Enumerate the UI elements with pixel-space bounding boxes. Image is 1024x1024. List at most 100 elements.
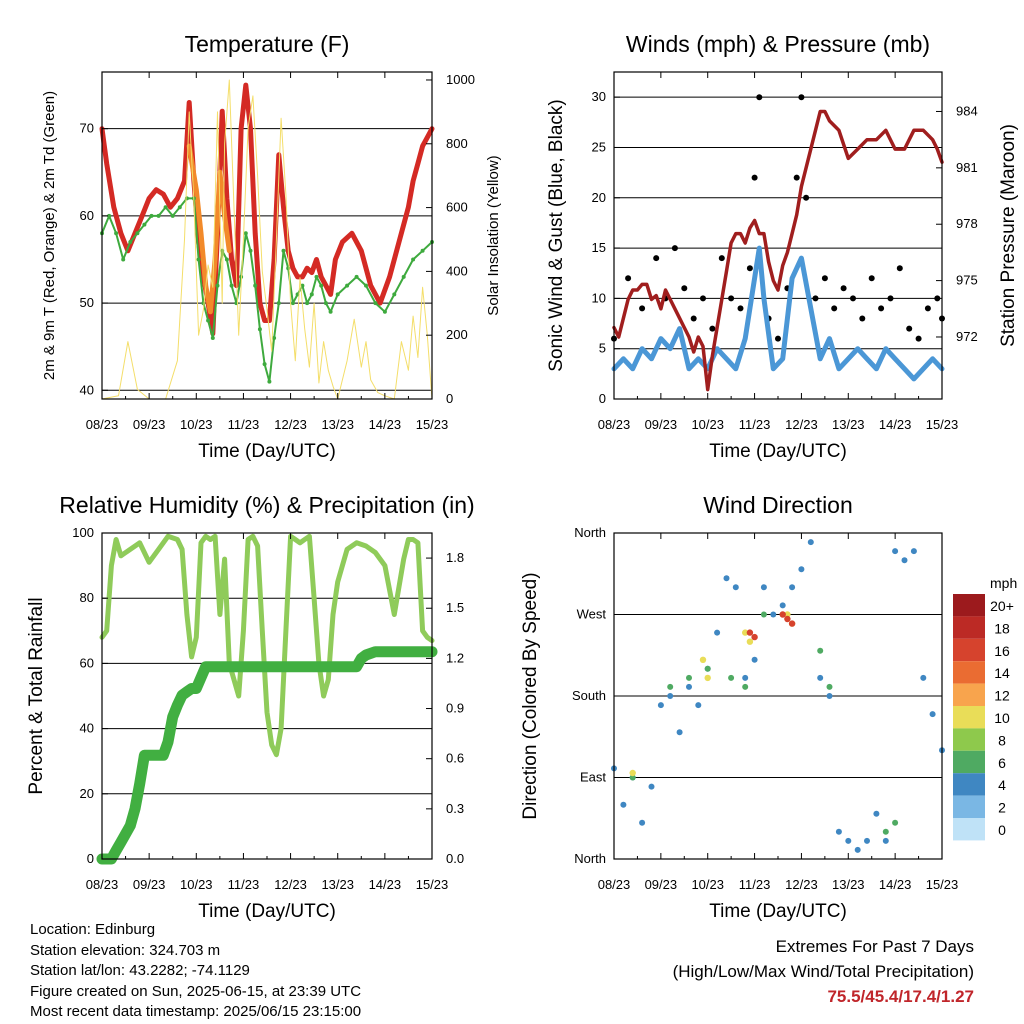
extremes-title: Extremes For Past 7 Days <box>775 937 974 956</box>
data-point <box>864 837 870 844</box>
chart-title: Relative Humidity (%) & Precipitation (i… <box>59 492 474 518</box>
data-point <box>690 315 697 322</box>
data-point <box>401 274 406 279</box>
y2-tick-label: 1.2 <box>446 650 464 665</box>
x-tick-label: 15/23 <box>926 877 959 892</box>
data-point <box>392 292 397 297</box>
x-tick-label: 11/23 <box>739 417 771 432</box>
series-group <box>96 533 438 865</box>
data-point <box>784 615 791 623</box>
gridlines <box>614 614 942 778</box>
data-point <box>328 309 333 314</box>
data-point <box>784 611 791 618</box>
data-point <box>676 729 683 736</box>
y-ticks: 0 20 40 60 80 100 <box>72 525 108 866</box>
y-tick-label: East <box>580 770 606 785</box>
data-point <box>163 205 168 210</box>
data-point <box>788 620 796 627</box>
data-point <box>215 283 220 288</box>
x-axis-label: Time (Day/UTC) <box>198 901 336 922</box>
data-point <box>206 318 211 323</box>
legend-swatch <box>953 594 985 617</box>
data-point <box>648 783 655 790</box>
series-group <box>611 94 945 392</box>
data-point <box>201 301 206 306</box>
legend-label: 4 <box>998 777 1006 793</box>
series-group <box>611 539 945 853</box>
y-tick-label: 10 <box>592 290 606 305</box>
y-ticks: North East South West North <box>572 525 620 866</box>
legend-label: 20+ <box>990 598 1014 614</box>
data-point <box>142 222 147 227</box>
data-point <box>882 828 889 835</box>
x-tick-label: 10/23 <box>691 417 724 432</box>
data-point <box>653 255 660 262</box>
y2-ticks: 0.0 0.3 0.6 0.9 1.2 1.5 1.8 <box>426 550 464 866</box>
speed-legend: mph 20+ 18 16 14 12 10 8 6 4 2 0 <box>953 575 1017 841</box>
y-axis-label: Percent & Total Rainfall <box>26 597 47 794</box>
station-info: Location: Edinburg Station elevation: 32… <box>30 920 361 1023</box>
data-point <box>831 305 838 312</box>
x-tick-label: 12/23 <box>785 417 818 432</box>
data-point <box>742 674 749 681</box>
data-point <box>929 711 936 718</box>
data-point <box>826 683 833 690</box>
data-point <box>770 611 777 618</box>
data-point <box>686 674 692 681</box>
data-point <box>873 810 880 817</box>
data-point <box>267 379 272 384</box>
legend-swatch <box>953 706 985 729</box>
data-point <box>779 611 786 618</box>
data-point <box>667 693 674 699</box>
y2-tick-label: 1.8 <box>446 550 464 565</box>
y-tick-label: 70 <box>80 121 94 136</box>
data-point <box>639 819 646 826</box>
data-point <box>718 255 725 262</box>
data-point <box>700 295 706 302</box>
data-point <box>746 638 754 645</box>
legend-label: 6 <box>998 755 1006 771</box>
legend-swatch <box>953 750 985 774</box>
y-tick-label: 40 <box>80 721 94 736</box>
data-point <box>420 248 425 253</box>
data-point <box>681 285 688 292</box>
data-point <box>248 248 253 253</box>
y2-tick-label: 1000 <box>446 72 475 87</box>
legend-swatch <box>953 683 985 706</box>
data-point <box>751 633 758 641</box>
legend-swatch <box>953 818 985 841</box>
data-point <box>742 683 749 690</box>
y-tick-label: 60 <box>80 208 94 223</box>
series-line <box>101 79 433 400</box>
plot-frame <box>613 71 943 400</box>
data-point <box>934 295 941 302</box>
data-point <box>868 275 875 282</box>
x-tick-label: 09/23 <box>133 877 166 892</box>
data-point <box>779 602 786 609</box>
y-tick-label: 5 <box>599 341 606 356</box>
data-point <box>760 584 767 591</box>
data-point <box>709 325 716 332</box>
data-point <box>114 231 119 236</box>
data-point <box>373 301 378 306</box>
data-point <box>882 837 889 844</box>
data-point <box>859 315 866 322</box>
temperature-panel: Temperature (F) Time (Day/UTC) 2m & 9m T (… <box>41 31 502 462</box>
x-tick-label: 12/23 <box>274 877 307 892</box>
x-tick-label: 08/23 <box>598 877 631 892</box>
y-tick-label: 0 <box>599 391 606 406</box>
data-point <box>629 769 636 777</box>
y2-tick-label: 972 <box>956 329 978 344</box>
data-point <box>751 174 758 181</box>
y2-tick-label: 984 <box>956 103 978 118</box>
x-axis-label: Time (Day/UTC) <box>709 901 847 922</box>
data-point <box>149 213 154 218</box>
x-tick-label: 10/23 <box>180 417 213 432</box>
y2-tick-label: 400 <box>446 263 468 278</box>
data-point <box>756 94 763 101</box>
y-tick-label: 40 <box>80 382 94 397</box>
x-tick-label: 08/23 <box>86 417 119 432</box>
data-point <box>854 846 861 853</box>
gridlines <box>102 128 432 391</box>
